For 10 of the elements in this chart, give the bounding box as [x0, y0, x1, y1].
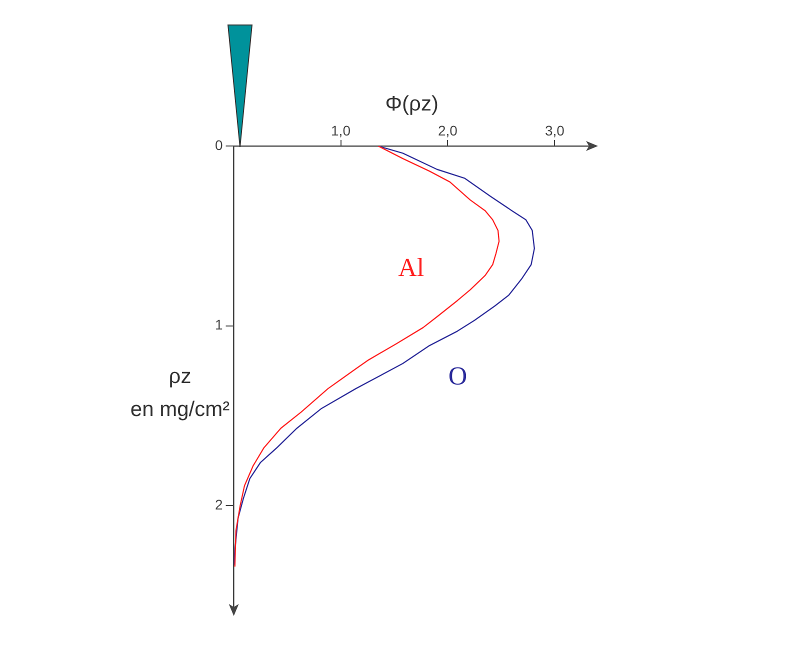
- series-label: Al: [398, 253, 424, 282]
- x-tick-label: 2,0: [438, 122, 458, 138]
- y-tick-label: 0: [214, 136, 223, 153]
- x-tick-label: 3,0: [544, 122, 565, 138]
- y-axis-title: ρz en mg/cm²: [129, 364, 231, 423]
- series-label: O: [448, 361, 468, 390]
- y-tick-label: 2: [214, 496, 223, 512]
- x-axis-title: Φ(ρz): [385, 92, 438, 116]
- y-tick-label: 1: [214, 316, 223, 333]
- x-tick-label: 1,0: [331, 122, 351, 138]
